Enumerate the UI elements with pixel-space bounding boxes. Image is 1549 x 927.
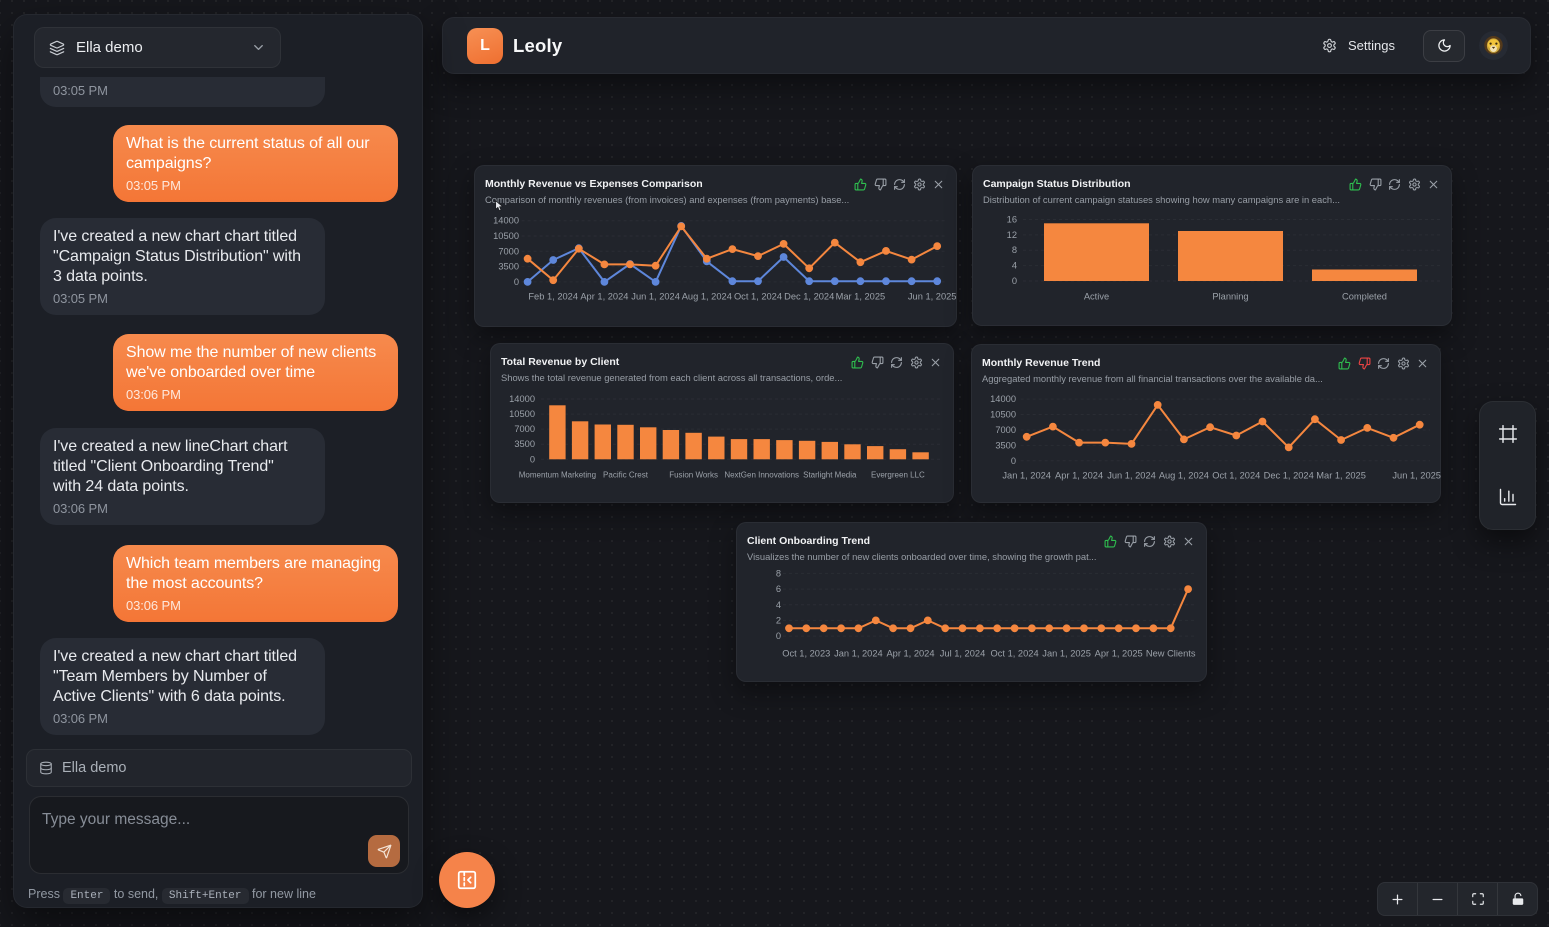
svg-text:Jan 1, 2024: Jan 1, 2024: [1002, 470, 1051, 480]
svg-text:0: 0: [514, 277, 519, 287]
svg-text:Jan 1, 2024: Jan 1, 2024: [834, 648, 883, 658]
svg-text:0: 0: [530, 454, 535, 464]
svg-text:Mar 1, 2025: Mar 1, 2025: [836, 291, 886, 301]
svg-text:Planning: Planning: [1212, 291, 1248, 301]
svg-text:7000: 7000: [514, 424, 535, 434]
svg-text:Jun 1, 2024: Jun 1, 2024: [1107, 470, 1156, 480]
svg-text:7000: 7000: [498, 246, 519, 256]
svg-text:12: 12: [1007, 230, 1017, 240]
svg-text:Apr 1, 2025: Apr 1, 2025: [1095, 648, 1143, 658]
svg-text:10500: 10500: [509, 409, 535, 419]
svg-text:14000: 14000: [990, 394, 1016, 404]
svg-text:Pacific Crest: Pacific Crest: [603, 470, 649, 479]
svg-text:Completed: Completed: [1342, 291, 1387, 301]
svg-text:0: 0: [776, 631, 781, 641]
svg-text:Apr 1, 2024: Apr 1, 2024: [580, 291, 628, 301]
svg-text:Aug 1, 2024: Aug 1, 2024: [682, 291, 732, 301]
svg-text:6: 6: [776, 584, 781, 594]
svg-text:Jun 1, 2024: Jun 1, 2024: [631, 291, 680, 301]
svg-text:Dec 1, 2024: Dec 1, 2024: [784, 291, 834, 301]
svg-text:Jul 1, 2024: Jul 1, 2024: [940, 648, 986, 658]
svg-text:10500: 10500: [493, 231, 519, 241]
svg-text:0: 0: [1011, 456, 1016, 466]
svg-text:Aug 1, 2024: Aug 1, 2024: [1159, 470, 1209, 480]
svg-text:Fusion Works: Fusion Works: [669, 470, 718, 479]
svg-text:Oct 1, 2024: Oct 1, 2024: [734, 291, 782, 301]
svg-text:Apr 1, 2024: Apr 1, 2024: [886, 648, 934, 658]
svg-text:0: 0: [1012, 276, 1017, 286]
svg-text:NextGen Innovations: NextGen Innovations: [724, 470, 799, 479]
svg-text:14000: 14000: [509, 394, 535, 404]
svg-text:3500: 3500: [498, 262, 519, 272]
svg-text:10500: 10500: [990, 410, 1016, 420]
svg-text:4: 4: [1012, 261, 1017, 271]
svg-text:Evergreen LLC: Evergreen LLC: [871, 470, 925, 479]
svg-text:Apr 1, 2024: Apr 1, 2024: [1055, 470, 1103, 480]
svg-text:Oct 1, 2024: Oct 1, 2024: [991, 648, 1039, 658]
svg-text:Jan 1, 2025: Jan 1, 2025: [1042, 648, 1091, 658]
svg-text:Feb 1, 2024: Feb 1, 2024: [528, 291, 578, 301]
svg-text:Jun 1, 2025: Jun 1, 2025: [908, 291, 957, 301]
svg-text:8: 8: [1012, 245, 1017, 255]
svg-text:Mar 1, 2025: Mar 1, 2025: [1316, 470, 1366, 480]
svg-text:7000: 7000: [995, 425, 1016, 435]
svg-text:Active: Active: [1084, 291, 1109, 301]
svg-text:2: 2: [776, 615, 781, 625]
svg-text:Momentum Marketing: Momentum Marketing: [519, 470, 596, 479]
svg-text:14000: 14000: [493, 216, 519, 226]
svg-text:New Clients: New Clients: [1146, 648, 1196, 658]
svg-text:3500: 3500: [514, 439, 535, 449]
svg-text:Oct 1, 2024: Oct 1, 2024: [1212, 470, 1260, 480]
svg-text:4: 4: [776, 600, 781, 610]
svg-text:Dec 1, 2024: Dec 1, 2024: [1264, 470, 1314, 480]
svg-text:Starlight Media: Starlight Media: [803, 470, 857, 479]
svg-text:16: 16: [1007, 215, 1017, 225]
svg-text:Jun 1, 2025: Jun 1, 2025: [1392, 470, 1441, 480]
svg-text:Oct 1, 2023: Oct 1, 2023: [782, 648, 830, 658]
svg-text:8: 8: [776, 568, 781, 578]
svg-text:3500: 3500: [995, 440, 1016, 450]
